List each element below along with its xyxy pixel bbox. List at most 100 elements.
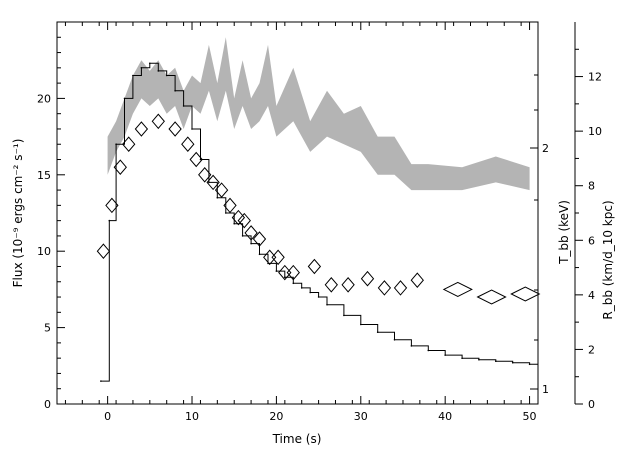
temperature-diamond bbox=[237, 212, 251, 229]
temperature-diamond bbox=[360, 270, 375, 287]
temperature-diamond bbox=[151, 113, 165, 130]
flux-ticks: 0 5 10 15 20 bbox=[37, 36, 65, 411]
flux-point bbox=[528, 363, 531, 366]
temperature-diamond bbox=[198, 167, 212, 183]
x-tick-label: 10 bbox=[185, 410, 199, 423]
flux-point bbox=[241, 235, 244, 237]
flux-point bbox=[199, 158, 202, 161]
temperature-diamond bbox=[231, 209, 246, 226]
flux-point bbox=[225, 212, 227, 214]
radius-ticks: 0 2 4 6 8 10 12 bbox=[575, 48, 602, 411]
temperature-axis-label: T_bb (keV) bbox=[557, 200, 571, 265]
flux-point bbox=[157, 70, 160, 72]
flux-tick-label: 20 bbox=[37, 92, 51, 105]
temperature-diamond bbox=[189, 151, 203, 168]
temperature-diamond bbox=[263, 249, 277, 266]
flux-point bbox=[292, 282, 295, 285]
temperature-tick-label: 1 bbox=[542, 383, 549, 396]
radius-tick-label: 4 bbox=[588, 289, 595, 302]
flux-point bbox=[258, 253, 261, 256]
radius-tick-label: 10 bbox=[588, 125, 602, 138]
temperature-diamond bbox=[252, 231, 267, 247]
flux-point bbox=[478, 358, 480, 361]
temperature-diamond bbox=[244, 225, 258, 241]
flux-point bbox=[165, 74, 168, 77]
x-axis-label: Time (s) bbox=[272, 432, 322, 446]
flux-point bbox=[495, 360, 497, 363]
temperature-diamond bbox=[341, 277, 355, 293]
temperature-diamond bbox=[271, 249, 285, 266]
plot-frame bbox=[56, 21, 539, 405]
x-tick-label: 30 bbox=[354, 410, 368, 423]
flux-point bbox=[250, 242, 252, 245]
flux-point bbox=[284, 276, 286, 279]
flux-point bbox=[309, 291, 312, 294]
flux-point bbox=[233, 222, 235, 225]
flux-point bbox=[275, 270, 278, 272]
temperature-diamond bbox=[510, 286, 541, 302]
flux-point bbox=[216, 196, 219, 199]
temperature-diamond bbox=[134, 121, 149, 137]
flux-point bbox=[132, 74, 134, 77]
flux-point bbox=[444, 354, 447, 356]
temperature-diamond bbox=[214, 182, 229, 198]
temperature-diamond bbox=[113, 159, 127, 175]
temperature-diamond bbox=[168, 121, 182, 137]
temperature-diamond bbox=[105, 197, 119, 214]
radius-axis-label: R_bb (km/d_10 kpc) bbox=[601, 200, 615, 319]
radius-tick-label: 8 bbox=[588, 180, 595, 193]
flux-point bbox=[191, 128, 193, 130]
flux-point bbox=[115, 143, 117, 145]
flux-point bbox=[123, 97, 126, 100]
temperature-diamond bbox=[122, 136, 136, 152]
temperature-diamond bbox=[206, 174, 220, 191]
radius-tick-label: 6 bbox=[588, 234, 595, 247]
x-tick-label: 20 bbox=[269, 410, 283, 423]
flux-point bbox=[208, 181, 210, 184]
flux-tick-label: 10 bbox=[37, 245, 51, 258]
flux-point bbox=[317, 296, 320, 298]
flux-tick-label: 0 bbox=[44, 398, 51, 411]
temperature-diamond bbox=[442, 281, 473, 297]
radius-tick-label: 0 bbox=[588, 398, 595, 411]
flux-point bbox=[140, 67, 143, 69]
x-tick-label: 0 bbox=[104, 410, 111, 423]
temperature-diamond bbox=[410, 272, 424, 288]
flux-point bbox=[376, 331, 379, 334]
flux-point bbox=[360, 323, 362, 326]
x-ticks: 0 10 20 30 40 50 bbox=[64, 22, 537, 423]
radius-tick-label: 2 bbox=[588, 343, 595, 356]
flux-point bbox=[511, 361, 514, 364]
flux-point bbox=[326, 303, 328, 306]
temperature-diamond bbox=[96, 243, 111, 259]
flux-point bbox=[427, 349, 430, 352]
flux-tick-label: 15 bbox=[37, 169, 51, 182]
flux-point bbox=[149, 62, 151, 65]
flux-axis-label: Flux (10⁻⁹ ergs cm⁻² s⁻¹) bbox=[11, 139, 25, 288]
flux-point bbox=[461, 357, 463, 360]
flux-point bbox=[410, 345, 413, 347]
flux-tick-label: 5 bbox=[44, 322, 51, 335]
flux-point bbox=[343, 314, 345, 317]
temperature-diamond bbox=[324, 277, 338, 293]
flux-point bbox=[174, 90, 176, 92]
radius-band-layer bbox=[107, 37, 530, 191]
temperature-diamond bbox=[307, 258, 322, 275]
x-tick-label: 50 bbox=[523, 410, 537, 423]
radius-tick-label: 12 bbox=[588, 71, 602, 84]
temperature-diamond bbox=[278, 264, 292, 281]
temperature-diamond bbox=[377, 280, 392, 296]
temperature-tick-label: 2 bbox=[542, 142, 549, 155]
x-tick-label: 40 bbox=[438, 410, 452, 423]
temperature-diamond bbox=[286, 264, 300, 281]
temperature-diamond bbox=[393, 280, 408, 296]
flux-point bbox=[300, 287, 303, 289]
flux-point bbox=[100, 380, 102, 382]
flux-point bbox=[182, 105, 185, 107]
temperature-ticks: 12 bbox=[530, 74, 549, 396]
flux-point bbox=[393, 339, 396, 341]
temperature-diamond-layer bbox=[96, 113, 541, 305]
temperature-diamond bbox=[223, 197, 237, 214]
radius-band bbox=[107, 37, 530, 191]
